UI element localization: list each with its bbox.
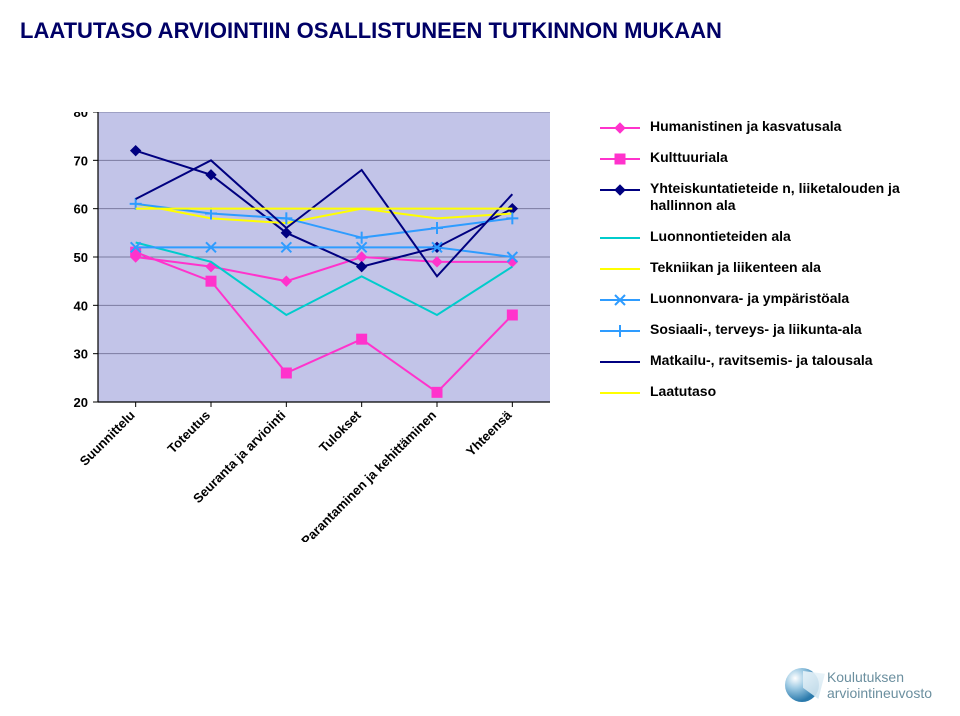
legend-label: Kulttuuriala [650,149,728,166]
svg-text:Parantaminen ja kehittäminen: Parantaminen ja kehittäminen [298,407,439,542]
svg-text:70: 70 [74,153,88,168]
svg-text:60: 60 [74,202,88,217]
svg-text:30: 30 [74,347,88,362]
legend-item: Sosiaali-, terveys- ja liikunta-ala [600,321,930,338]
legend-item: Yhteiskuntatieteide n, liiketalouden ja … [600,180,930,214]
footer-line2: arviointineuvosto [827,685,932,701]
legend: Humanistinen ja kasvatusala Kulttuuriala Y… [600,118,930,414]
legend-swatch [600,183,640,197]
legend-item: Humanistinen ja kasvatusala [600,118,930,135]
legend-swatch [600,355,640,369]
svg-text:50: 50 [74,250,88,265]
footer-logo: Koulutuksen arviointineuvosto [785,668,932,702]
svg-text:Suunnittelu: Suunnittelu [77,407,138,468]
svg-text:Toteutus: Toteutus [164,408,213,457]
svg-text:20: 20 [74,395,88,410]
legend-label: Humanistinen ja kasvatusala [650,118,841,135]
legend-swatch [600,293,640,307]
legend-item: Matkailu-, ravitsemis- ja talousala [600,352,930,369]
legend-swatch [600,262,640,276]
legend-item: Luonnonvara- ja ympäristöala [600,290,930,307]
footer-line1: Koulutuksen [827,669,932,685]
legend-item: Kulttuuriala [600,149,930,166]
legend-item: Luonnontieteiden ala [600,228,930,245]
legend-label: Tekniikan ja liikenteen ala [650,259,821,276]
legend-label: Luonnontieteiden ala [650,228,791,245]
legend-swatch [600,386,640,400]
legend-label: Matkailu-, ravitsemis- ja talousala [650,352,873,369]
line-chart: 20304050607080SuunnitteluToteutusSeurant… [60,112,560,542]
legend-swatch [600,121,640,135]
logo-icon [785,668,819,702]
legend-item: Laatutaso [600,383,930,400]
legend-item: Tekniikan ja liikenteen ala [600,259,930,276]
legend-label: Luonnonvara- ja ympäristöala [650,290,849,307]
svg-text:Tulokset: Tulokset [316,407,364,455]
svg-text:80: 80 [74,112,88,120]
legend-label: Yhteiskuntatieteide n, liiketalouden ja … [650,180,930,214]
legend-label: Sosiaali-, terveys- ja liikunta-ala [650,321,862,338]
legend-swatch [600,152,640,166]
legend-swatch [600,231,640,245]
legend-swatch [600,324,640,338]
svg-text:40: 40 [74,298,88,313]
svg-text:Yhteensä: Yhteensä [463,407,515,459]
page-title: LAATUTASO ARVIOINTIIN OSALLISTUNEEN TUTK… [20,18,722,44]
legend-label: Laatutaso [650,383,716,400]
